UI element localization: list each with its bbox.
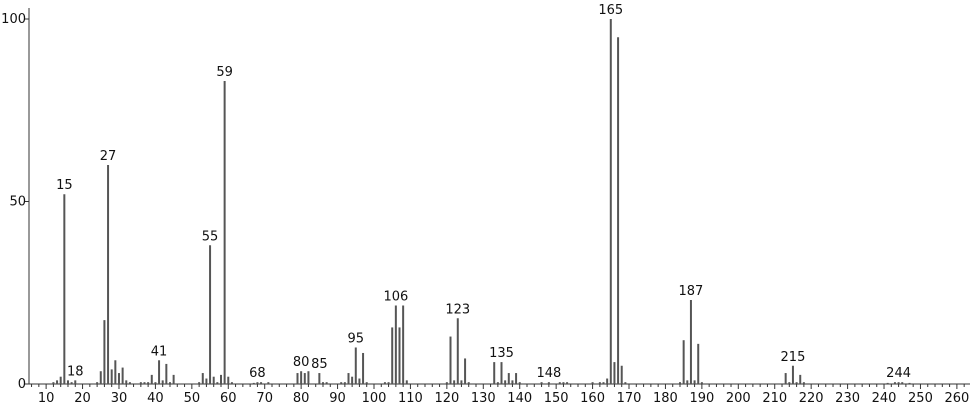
x-tick-label: 180 [653, 391, 678, 406]
y-tick-label: 0 [18, 377, 26, 392]
x-tick-label: 70 [256, 391, 273, 406]
peak-label: 148 [536, 366, 561, 381]
x-tick-label: 160 [580, 391, 605, 406]
x-tick-label: 90 [329, 391, 346, 406]
x-tick-label: 220 [799, 391, 824, 406]
x-tick-label: 260 [944, 391, 969, 406]
y-tick-label: 100 [1, 12, 26, 27]
peak-label: 68 [249, 366, 266, 381]
x-tick-label: 30 [111, 391, 128, 406]
peak-label: 15 [56, 178, 73, 193]
x-tick-label: 190 [689, 391, 714, 406]
x-tick-label: 40 [147, 391, 164, 406]
y-tick-label: 50 [9, 195, 26, 210]
peak-label: 95 [348, 332, 365, 347]
x-tick-label: 200 [726, 391, 751, 406]
peak-label: 165 [598, 3, 623, 18]
peak-label: 85 [311, 357, 328, 372]
peak-label: 27 [100, 149, 117, 164]
x-tick-label: 150 [544, 391, 569, 406]
x-tick-label: 110 [398, 391, 423, 406]
x-tick-label: 80 [293, 391, 310, 406]
peak-label: 41 [151, 344, 168, 359]
peak-label: 135 [489, 346, 514, 361]
x-tick-label: 20 [74, 391, 91, 406]
x-tick-label: 10 [38, 391, 55, 406]
x-tick-label: 60 [220, 391, 237, 406]
peak-label: 18 [67, 364, 84, 379]
x-tick-label: 230 [835, 391, 860, 406]
x-tick-label: 140 [507, 391, 532, 406]
x-tick-label: 100 [362, 391, 387, 406]
peak-label: 123 [445, 302, 470, 317]
x-tick-label: 250 [908, 391, 933, 406]
x-tick-label: 130 [471, 391, 496, 406]
peak-label: 80 [293, 355, 310, 370]
peak-label: 106 [383, 290, 408, 305]
x-tick-label: 210 [762, 391, 787, 406]
x-tick-label: 240 [872, 391, 897, 406]
x-tick-label: 50 [184, 391, 201, 406]
peak-label: 55 [202, 229, 219, 244]
peak-label: 59 [216, 65, 233, 80]
x-tick-label: 120 [434, 391, 459, 406]
peak-label: 244 [886, 366, 911, 381]
peak-label: 215 [781, 350, 806, 365]
peak-label: 187 [679, 284, 704, 299]
x-tick-label: 170 [617, 391, 642, 406]
